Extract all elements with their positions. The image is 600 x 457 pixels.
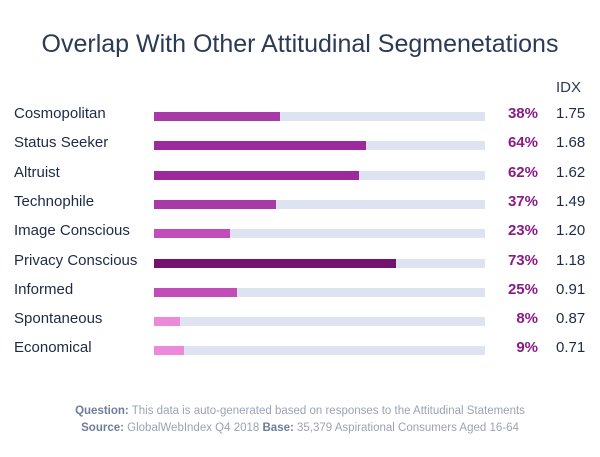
idx-value: 1.68 xyxy=(556,134,586,152)
bar xyxy=(154,112,280,121)
value-label: 38% xyxy=(507,105,538,122)
bar xyxy=(154,229,231,239)
bar xyxy=(154,346,184,356)
value-label: 62% xyxy=(507,163,538,181)
bar-track xyxy=(154,141,485,151)
bar-track xyxy=(154,112,485,121)
bar xyxy=(154,170,360,180)
idx-value: 1.18 xyxy=(556,251,586,269)
category-label: Economical xyxy=(14,339,92,357)
bar-track xyxy=(154,317,485,327)
bar-row: Spontaneous 8% 0.87 xyxy=(0,306,600,335)
bar-row: Privacy Conscious 73% 1.18 xyxy=(0,248,600,277)
bar-row: Altruist 62% 1.62 xyxy=(0,160,600,189)
base-text: 35,379 Aspirational Consumers Aged 16-64 xyxy=(297,422,519,434)
bar-track xyxy=(154,170,485,180)
category-label: Status Seeker xyxy=(14,134,109,152)
category-label: Technophile xyxy=(14,192,95,210)
value-label: 64% xyxy=(507,134,538,152)
bar xyxy=(154,317,181,327)
idx-value: 1.20 xyxy=(556,222,586,240)
bar-track xyxy=(154,199,485,209)
idx-value: 1.49 xyxy=(556,192,586,210)
value-label: 9% xyxy=(516,339,538,357)
source-label: Source: xyxy=(81,422,124,434)
base-label: Base: xyxy=(262,422,294,434)
bar-row: Informed 25% 0.91 xyxy=(0,277,600,306)
value-label: 37% xyxy=(507,192,538,210)
category-label: Cosmopolitan xyxy=(14,105,106,122)
value-label: 73% xyxy=(507,251,538,269)
bar-track xyxy=(154,258,485,268)
bar-row: Technophile 37% 1.49 xyxy=(0,189,600,218)
category-label: Informed xyxy=(14,280,74,298)
bar xyxy=(154,141,366,151)
value-label: 25% xyxy=(507,280,538,298)
idx-value: 0.71 xyxy=(556,339,586,357)
question-text: This data is auto-generated based on res… xyxy=(131,405,525,417)
idx-column-header: IDX xyxy=(556,79,582,96)
bar-track xyxy=(154,346,485,356)
bar-row: Image Conscious 23% 1.20 xyxy=(0,218,600,247)
value-label: 23% xyxy=(507,222,538,240)
idx-value: 0.91 xyxy=(556,280,586,298)
idx-value: 0.87 xyxy=(556,310,586,328)
source-text: GlobalWebIndex Q4 2018 xyxy=(127,422,260,434)
bar-row: Economical 9% 0.71 xyxy=(0,335,600,364)
bar xyxy=(154,287,237,297)
chart-title: Overlap With Other Attitudinal Segmeneta… xyxy=(41,30,559,58)
bar-track xyxy=(154,229,485,239)
footer-source: Source: GlobalWebIndex Q4 2018 Base: 35,… xyxy=(0,422,600,434)
question-label: Question: xyxy=(75,405,129,417)
idx-value: 1.62 xyxy=(556,163,586,181)
idx-value: 1.75 xyxy=(556,105,586,122)
footer-question: Question: This data is auto-generated ba… xyxy=(0,405,600,417)
bar xyxy=(154,199,277,209)
bar-track xyxy=(154,287,485,297)
bar-row: Cosmopolitan 38% 1.75 xyxy=(0,101,600,130)
category-label: Privacy Conscious xyxy=(14,251,138,269)
bar xyxy=(154,258,396,268)
bar-row: Status Seeker 64% 1.68 xyxy=(0,130,600,159)
category-label: Altruist xyxy=(14,163,60,181)
category-label: Spontaneous xyxy=(14,310,103,328)
category-label: Image Conscious xyxy=(14,222,130,240)
value-label: 8% xyxy=(516,310,538,328)
